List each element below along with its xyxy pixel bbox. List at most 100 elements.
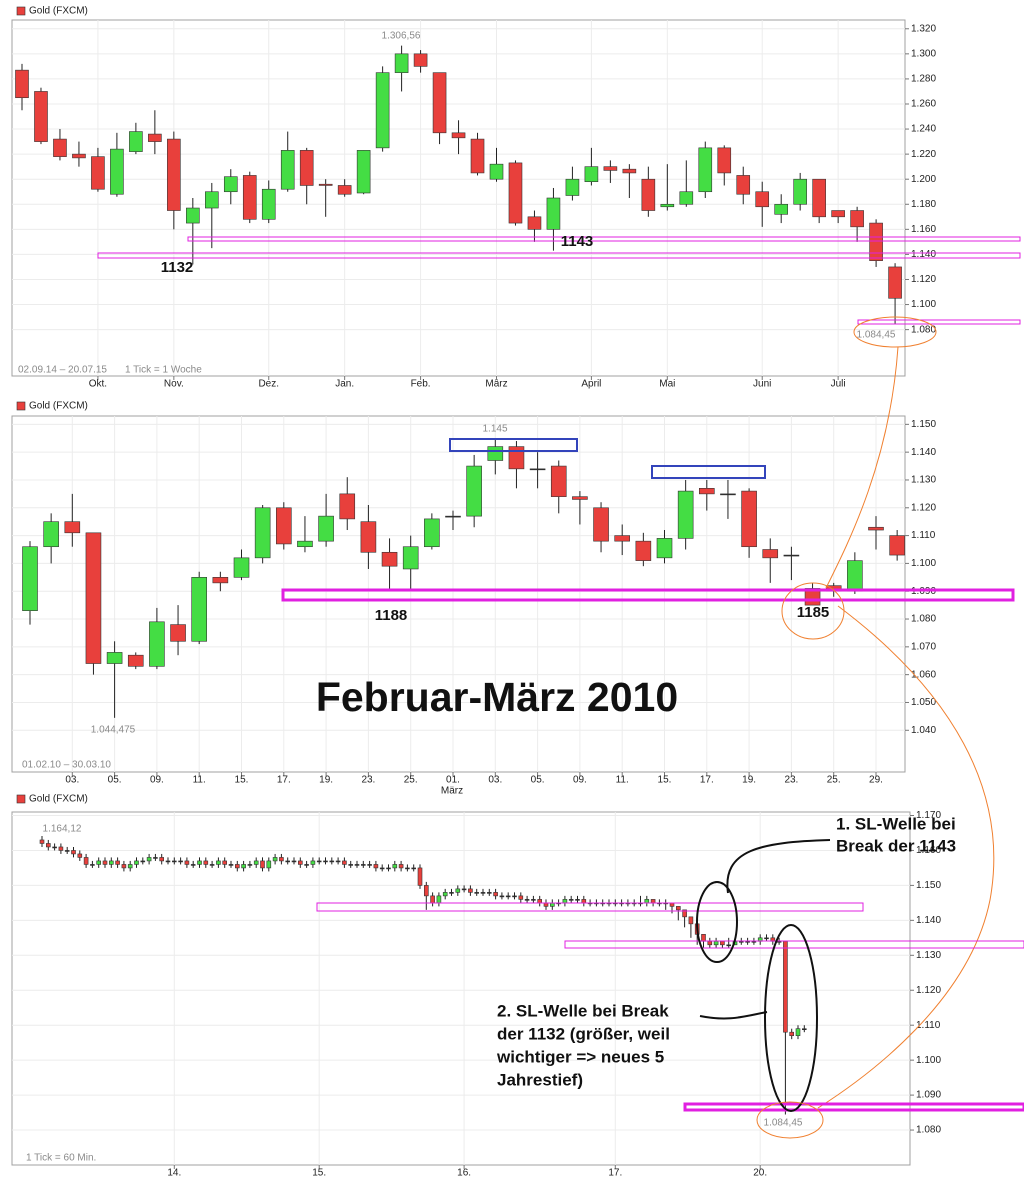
candle-body	[518, 895, 524, 900]
circle	[764, 924, 818, 1112]
candle-body	[323, 860, 328, 863]
x-tick-label: 03.	[488, 775, 502, 786]
candle-body	[170, 624, 186, 642]
y-tick-label: 1.080	[911, 324, 936, 335]
candle-body	[717, 147, 732, 174]
y-tick-label: 1.100	[911, 299, 936, 310]
candle-body	[682, 909, 687, 918]
candle-body	[203, 860, 209, 865]
candle-body	[279, 857, 284, 862]
candle-body	[45, 843, 51, 848]
candle-body	[71, 850, 76, 855]
candle-body	[868, 526, 884, 531]
y-tick-label: 1.180	[911, 199, 936, 210]
candle-body	[90, 864, 95, 866]
candle-body	[85, 532, 102, 664]
y-tick-label: 1.140	[916, 915, 941, 926]
level-box	[316, 902, 864, 912]
candle-body	[235, 864, 240, 869]
candle-body	[505, 895, 511, 898]
level-label: 1188	[375, 607, 408, 624]
period: 02.09.14 – 20.07.15	[18, 365, 107, 376]
candle-body	[707, 941, 713, 946]
x-tick-label: 17.	[700, 775, 714, 786]
candle-body	[354, 864, 360, 866]
candle-body	[22, 546, 38, 611]
candle-body	[801, 1028, 807, 1030]
candle-body	[186, 207, 200, 224]
candle-body	[291, 860, 297, 863]
candle-body	[679, 191, 694, 205]
candle-body	[493, 892, 498, 897]
level-box	[683, 1102, 1024, 1112]
candle-body	[254, 507, 271, 559]
x-tick-label: 11.	[616, 775, 629, 786]
circle	[756, 1101, 824, 1139]
candle-body	[512, 895, 517, 898]
candle-body	[593, 507, 609, 542]
candle-body	[205, 191, 219, 209]
candle-body	[641, 178, 656, 211]
connector	[817, 605, 995, 1109]
candle-body	[656, 538, 673, 559]
candle-body	[53, 138, 67, 157]
candle-body	[149, 621, 165, 667]
candle-body	[159, 857, 164, 862]
x-tick-label: 20.	[753, 1168, 767, 1179]
x-tick-label: Juni	[753, 379, 771, 390]
candle-body	[831, 210, 845, 218]
candle-body	[424, 518, 440, 548]
candle-body	[272, 857, 278, 862]
candle-body	[153, 857, 158, 859]
candle-body	[329, 860, 335, 863]
candle-body	[783, 554, 800, 557]
candle-body	[451, 132, 466, 139]
candle-body	[72, 153, 86, 159]
y-tick-label: 1.320	[911, 23, 936, 34]
x-tick-label: 15.	[658, 775, 672, 786]
candle-body	[348, 864, 354, 866]
candle-body	[280, 150, 295, 190]
y-tick-label: 1.170	[916, 810, 941, 821]
plot-frame	[11, 415, 906, 773]
y-tick-label: 1.060	[911, 669, 936, 680]
candle-body	[455, 888, 461, 893]
candle-body	[487, 446, 504, 461]
level-label: 1185	[797, 604, 830, 621]
candle-body	[109, 860, 114, 865]
candle-body	[184, 860, 190, 865]
candle-body	[115, 860, 120, 865]
x-tick-label: 05.	[108, 775, 122, 786]
tick-info: 1 Tick = 1 Woche	[125, 365, 202, 376]
y-tick-label: 1.100	[916, 1055, 941, 1066]
candle-body	[546, 197, 561, 230]
candle-body	[635, 540, 652, 561]
candle-body	[889, 535, 905, 556]
candle-body	[499, 895, 505, 898]
x-tick-label: 23.	[361, 775, 375, 786]
candle-body	[165, 860, 171, 863]
candle-body	[191, 577, 207, 642]
candle-body	[209, 864, 215, 866]
y-tick-label: 1.120	[911, 502, 936, 513]
connector	[699, 1011, 768, 1020]
note: wichtiger => neues 5	[496, 1047, 664, 1066]
candle-body	[402, 546, 419, 570]
y-tick-label: 1.080	[916, 1125, 941, 1136]
x-tick-label: 11.	[193, 775, 206, 786]
candle-body	[335, 860, 341, 863]
candle-body	[436, 895, 442, 904]
candle-body	[96, 860, 101, 865]
annotation-layer	[97, 236, 1024, 1139]
level-label: 1132	[161, 259, 194, 276]
x-tick-label: 19.	[742, 775, 756, 786]
candle-body	[241, 864, 246, 869]
candle-body	[603, 166, 618, 171]
x-tick-label: 15.	[235, 775, 249, 786]
low-label: 1.084,45	[764, 1118, 803, 1129]
connector	[825, 346, 899, 589]
candle-body	[266, 860, 272, 869]
month-label: März	[441, 786, 463, 797]
candle-body	[774, 203, 789, 215]
candle-body	[698, 147, 713, 193]
